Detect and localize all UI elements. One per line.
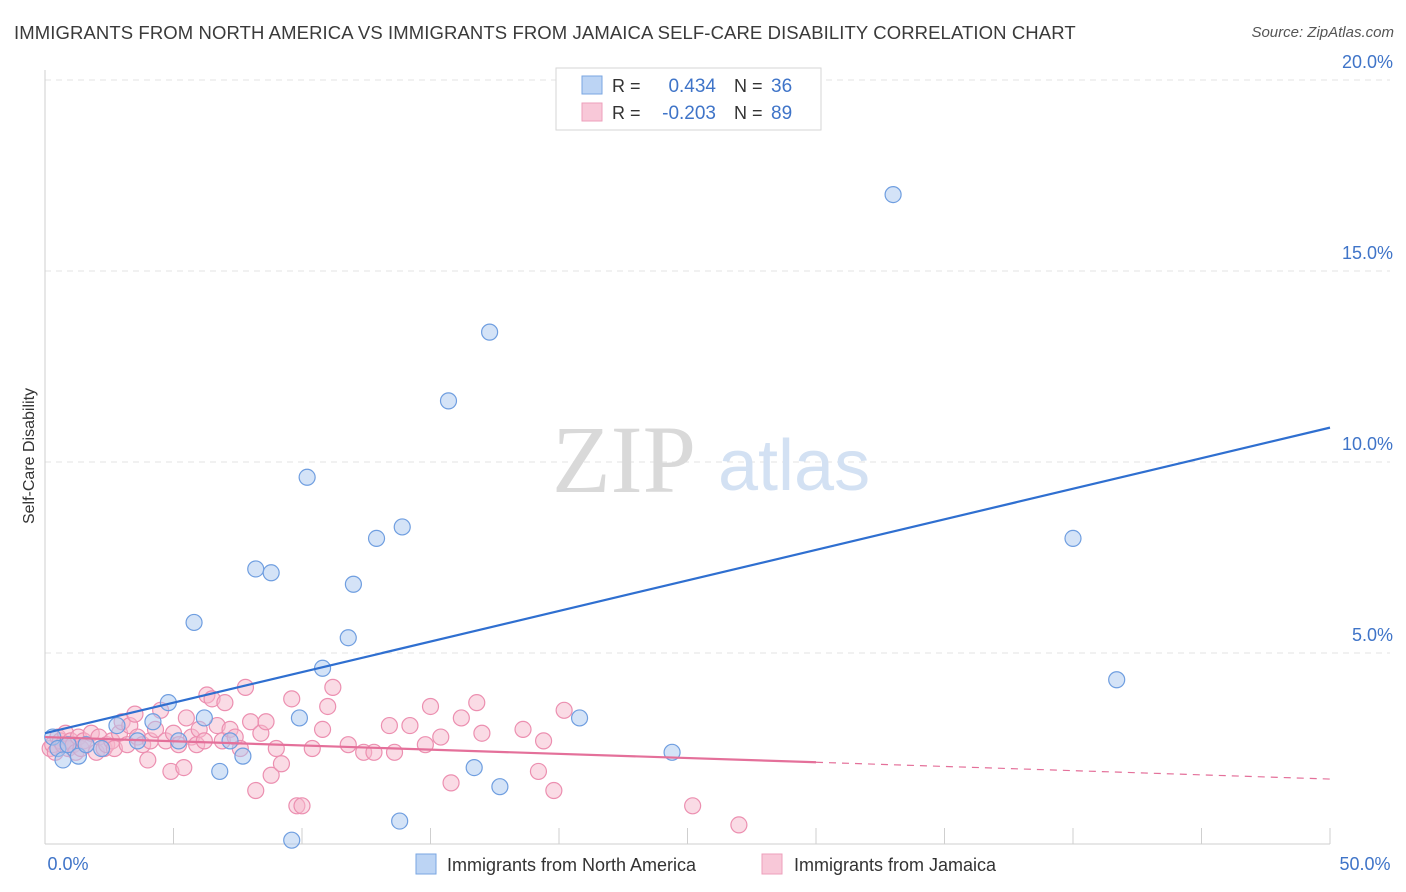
legend-r-label-2: R = [612,103,641,123]
jamaica-point [452,709,470,727]
chart-title: IMMIGRANTS FROM NORTH AMERICA VS IMMIGRA… [14,22,1076,43]
legend-n-label-1: N = [734,76,763,96]
jamaica-point [303,739,321,758]
jamaica-point [473,724,491,742]
north-america-point [367,529,386,548]
jamaica-point [555,701,573,719]
jamaica-point [177,709,195,727]
jamaica-point [257,713,275,731]
north-america-point [298,468,316,486]
jamaica-point [401,716,419,735]
legend-r-label-1: R = [612,76,641,96]
legend-n-label-2: N = [734,103,763,123]
correlation-legend: R = 0.434 N = 36 R = -0.203 N = 89 [555,67,822,131]
y-axis-label: Self-Care Disability [21,388,38,524]
legend-r-value-1: 0.434 [668,76,716,97]
north-america-point [884,186,902,204]
jamaica-point [216,694,234,712]
north-america-point [391,812,409,830]
jamaica-point [247,781,265,800]
jamaica-point [195,732,213,750]
north-america-point [108,716,126,735]
north-america-point [481,323,499,341]
north-america-point [195,709,213,727]
jamaica-point [262,766,280,784]
y-axis-tick-labels: 5.0% 10.0% 15.0% 20.0% [1342,52,1393,645]
jamaica-point [324,678,342,696]
bottom-legend-swatch-jamaica [761,853,783,875]
north-america-point [59,736,77,754]
north-america-point [393,518,411,536]
watermark-atlas: atlas [718,426,870,506]
legend-swatch-north-america [581,75,603,95]
jamaica-point [385,743,404,761]
jamaica-point [319,697,337,716]
jamaica-point [442,774,460,792]
north-america-point [439,392,458,410]
jamaica-point [313,720,332,739]
legend-r-value-2: -0.203 [662,103,716,124]
jamaica-point [339,736,357,754]
source-label: Source: ZipAtlas.com [1251,24,1394,41]
bottom-legend-label-jamaica: Immigrants from Jamaica [794,855,997,875]
jamaica-point [545,781,563,800]
y-tick-label: 15.0% [1342,243,1393,263]
watermark: ZIP atlas [552,406,870,513]
bottom-legend-swatch-north-america [415,853,437,875]
jamaica-point [380,716,398,735]
y-tick-label: 10.0% [1342,434,1393,454]
x-axis-ticks [44,828,1331,844]
legend-n-value-2: 89 [771,103,792,124]
north-america-point [54,751,72,769]
jamaica-point [272,755,291,773]
legend-n-value-1: 36 [771,76,792,97]
north-america-points [44,186,1126,849]
jamaica-point [175,758,193,777]
jamaica-point [293,797,311,815]
north-america-point [491,778,509,796]
jamaica-point [468,694,486,712]
north-america-point [185,613,203,632]
jamaica-point [432,728,450,746]
north-america-point [1108,671,1126,689]
grid-lines [45,79,1390,654]
x-tick-label-max: 50.0% [1339,854,1390,874]
trend-lines [44,426,1331,780]
bottom-legend-label-north-america: Immigrants from North America [447,855,697,875]
north-america-point [290,709,309,727]
north-america-point [283,831,301,849]
north-america-point [221,732,239,750]
jamaica-point [534,732,553,750]
north-america-point [234,747,252,765]
jamaica-trendline [44,735,817,764]
north-america-point [1064,529,1082,548]
north-america-point [344,575,362,593]
jamaica-point [283,690,301,708]
jamaica-point [684,797,702,815]
jamaica-point [421,697,440,716]
series-legend: Immigrants from North America Immigrants… [415,853,997,875]
watermark-zip: ZIP [552,406,696,513]
north-america-point [570,709,589,727]
north-america-point [262,564,280,582]
y-tick-label: 20.0% [1342,52,1393,72]
y-tick-label: 5.0% [1352,625,1393,645]
north-america-point [339,629,357,647]
legend-swatch-jamaica [581,102,603,122]
north-america-point [92,739,111,758]
jamaica-trendline-extension [815,761,1331,780]
north-america-trendline [44,426,1331,735]
north-america-point [211,762,229,781]
north-america-point [144,713,162,731]
x-tick-label-min: 0.0% [47,854,88,874]
north-america-point [465,758,483,777]
jamaica-point [514,720,532,739]
north-america-point [247,560,265,578]
jamaica-point [139,751,157,769]
jamaica-point [730,816,748,834]
jamaica-point [267,739,285,758]
jamaica-point [529,762,548,781]
